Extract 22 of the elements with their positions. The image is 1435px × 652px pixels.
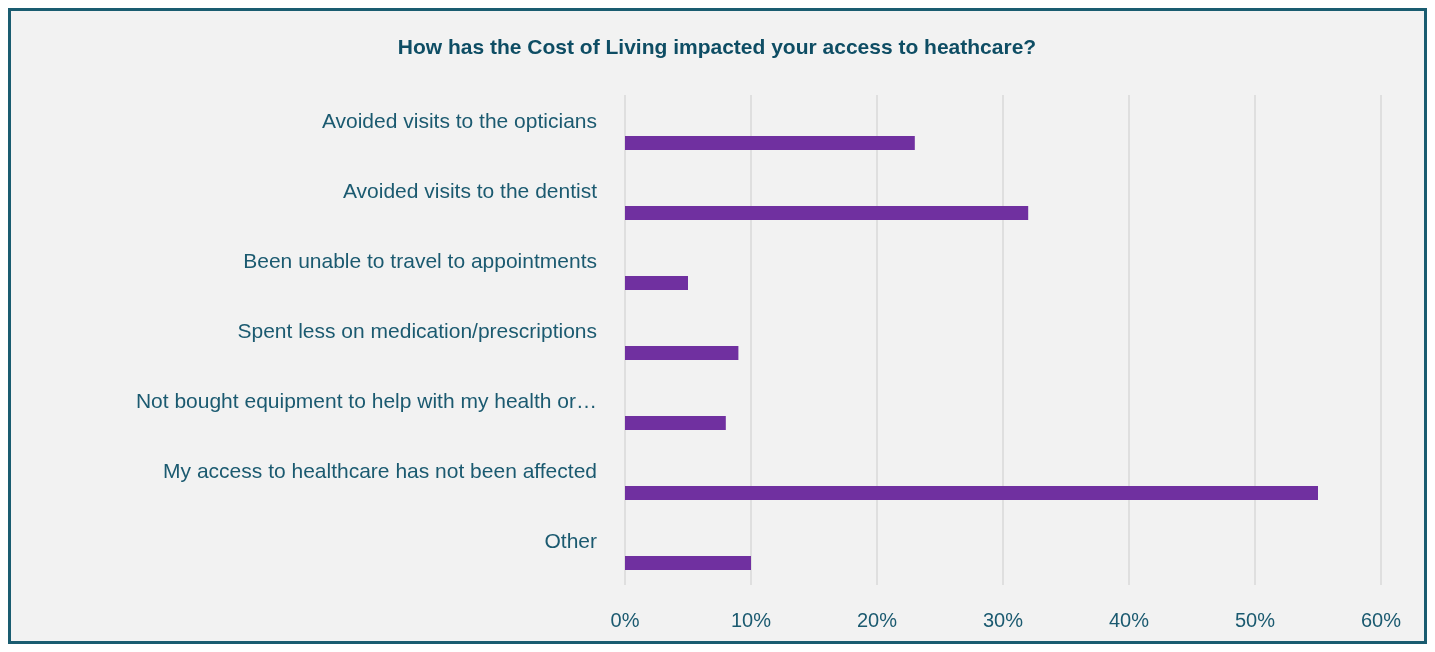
bar — [625, 276, 688, 290]
bar — [625, 556, 751, 570]
x-tick-label: 30% — [982, 609, 1024, 631]
bar — [625, 346, 739, 360]
x-tick-label: 60% — [1360, 609, 1402, 631]
y-tick-label: Not bought equipment to help with my health or… — [135, 389, 597, 412]
x-tick-label: 40% — [1108, 609, 1150, 631]
bar — [625, 206, 1029, 220]
x-tick-label: 10% — [730, 609, 772, 631]
chart-title: How has the Cost of Living impacted your access to heathcare? — [397, 35, 1037, 58]
y-tick-label: Spent less on medication/prescriptions — [237, 319, 597, 342]
y-tick-label: Avoided visits to the dentist — [342, 179, 598, 202]
y-tick-label: Avoided visits to the opticians — [321, 109, 597, 132]
bar — [625, 416, 726, 430]
y-tick-label: My access to healthcare has not been affected — [163, 459, 597, 482]
x-tick-label: 20% — [856, 609, 898, 631]
x-tick-label: 50% — [1234, 609, 1276, 631]
bar — [625, 136, 915, 150]
bar — [625, 486, 1318, 500]
x-tick-label: 0% — [610, 609, 640, 631]
y-tick-label: Other — [544, 529, 597, 552]
y-tick-label: Been unable to travel to appointments — [243, 249, 597, 272]
